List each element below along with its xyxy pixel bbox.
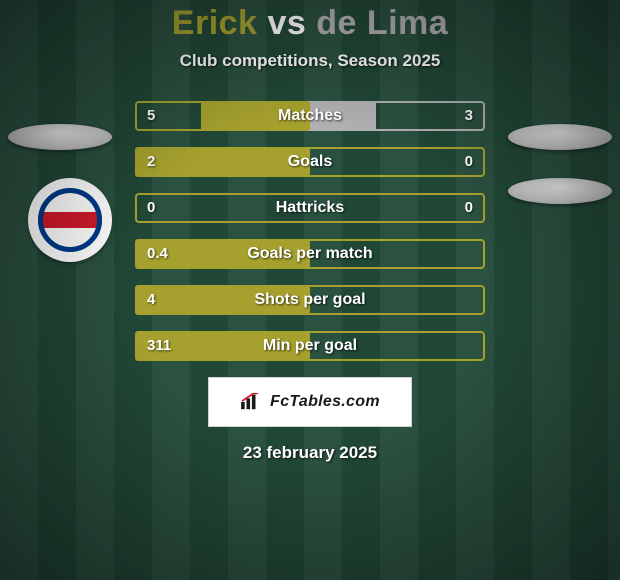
- stat-row: 4Shots per goal: [0, 285, 620, 315]
- stat-row: 311Min per goal: [0, 331, 620, 361]
- stat-track: [135, 193, 485, 223]
- subtitle: Club competitions, Season 2025: [0, 51, 620, 71]
- fctables-text: FcTables.com: [270, 393, 380, 411]
- vs-word: vs: [267, 4, 306, 42]
- stat-value-right: 0: [465, 147, 485, 177]
- stat-value-left: 0.4: [135, 239, 168, 269]
- stat-value-right: 3: [465, 101, 485, 131]
- page-title: Erick vs de Lima: [0, 4, 620, 43]
- player2-name: de Lima: [316, 4, 448, 42]
- stat-value-left: 2: [135, 147, 155, 177]
- stat-value-left: 311: [135, 331, 171, 361]
- stat-fill-left: [135, 285, 310, 315]
- stat-value-left: 0: [135, 193, 155, 223]
- stat-fill-left: [135, 147, 310, 177]
- stat-fill-right: [310, 101, 376, 131]
- player2-ellipse-mid: [508, 178, 612, 204]
- player1-name: Erick: [172, 4, 258, 42]
- stat-value-left: 5: [135, 101, 155, 131]
- stat-fill-left: [201, 101, 310, 131]
- player1-ellipse-top: [8, 124, 112, 150]
- stat-value-left: 4: [135, 285, 155, 315]
- stat-row: 20Goals: [0, 147, 620, 177]
- fctables-badge[interactable]: FcTables.com: [208, 377, 412, 427]
- club-badge: [28, 178, 112, 262]
- bar-chart-icon: [240, 393, 262, 411]
- player2-ellipse-top: [508, 124, 612, 150]
- date: 23 february 2025: [0, 443, 620, 463]
- stat-value-right: 0: [465, 193, 485, 223]
